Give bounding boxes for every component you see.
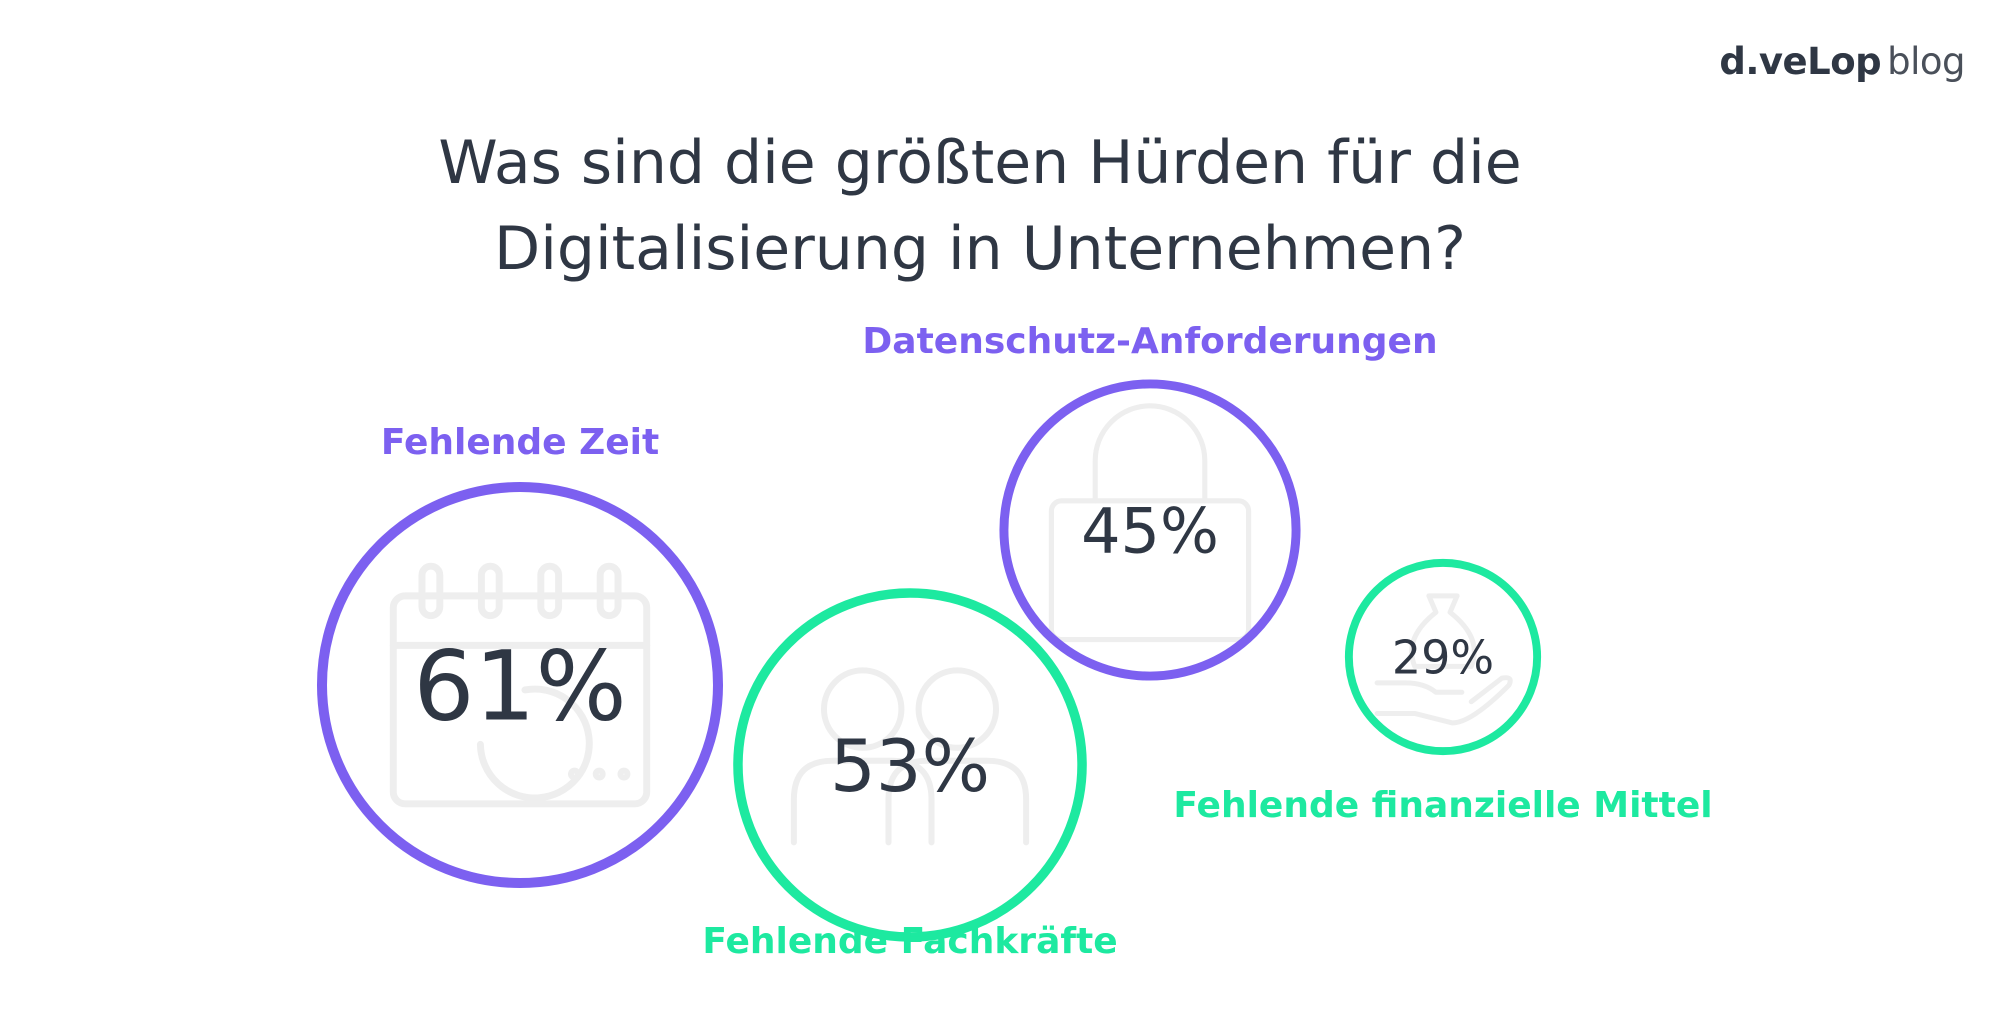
bubble-ring: [733, 588, 1087, 942]
bubble-value: 29%: [1392, 631, 1494, 685]
lock-icon: [1048, 403, 1252, 643]
brand-name: d.veLop: [1719, 40, 1882, 83]
bubble-ring: [999, 379, 1301, 681]
bubble-ring: [316, 481, 724, 889]
bubble-2: 53% Fehlende Fachkräfte: [702, 588, 1118, 962]
bubble-value: 45%: [1081, 494, 1219, 567]
bubble-label: Fehlende finanzielle Mittel: [1173, 785, 1712, 826]
calendar-icon: [389, 562, 651, 808]
chart-title: Was sind die größten Hürden für die Digi…: [438, 128, 1522, 284]
brand-logo: d.veLop blog: [1719, 40, 1965, 83]
money-bag-hand-icon: [1374, 593, 1513, 726]
bubble-1: 61% Fehlende Zeit: [316, 422, 724, 889]
bubble-ring: [1344, 558, 1542, 756]
bubble-3: 45% Datenschutz-Anforderungen: [862, 321, 1438, 681]
bubble-label: Fehlende Zeit: [381, 422, 659, 463]
bubble-label: Fehlende Fachkräfte: [702, 921, 1117, 962]
brand-suffix: blog: [1887, 40, 1965, 83]
bubble-4: 29% Fehlende finanzielle Mittel: [1173, 558, 1713, 826]
people-icon: [790, 667, 1030, 846]
bubble-value: 61%: [413, 631, 626, 743]
bubble-value: 53%: [830, 724, 990, 808]
bubble-label: Datenschutz-Anforderungen: [862, 321, 1437, 362]
